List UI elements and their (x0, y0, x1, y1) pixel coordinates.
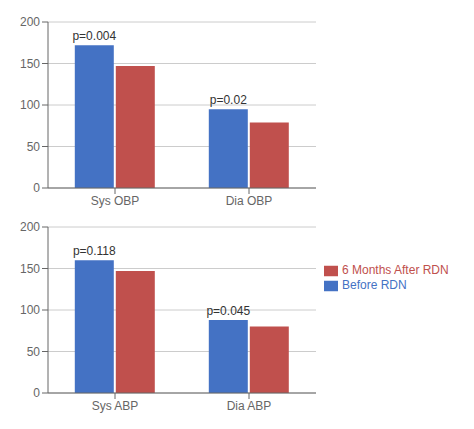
html-text:Before RDN: Before RDN (342, 277, 407, 292)
svg-text:0: 0 (33, 181, 40, 195)
svg-text:Dia ABP: Dia ABP (227, 399, 272, 413)
svg-text:0: 0 (33, 386, 40, 400)
svg-text:p=0.045: p=0.045 (206, 304, 250, 318)
svg-text:p=0.02: p=0.02 (210, 93, 247, 107)
svg-text:p=0.004: p=0.004 (72, 29, 116, 43)
svg-text:p=0.118: p=0.118 (73, 244, 116, 258)
svg-text:Sys OBP: Sys OBP (91, 194, 140, 208)
svg-text:100: 100 (20, 98, 40, 112)
svg-text:200: 200 (20, 15, 40, 29)
svg-text:50: 50 (27, 140, 41, 154)
svg-text:200: 200 (20, 220, 40, 234)
svg-text:Dia OBP: Dia OBP (226, 194, 273, 208)
svg-text:Sys ABP: Sys ABP (92, 399, 139, 413)
svg-text:150: 150 (20, 262, 40, 276)
html-text:6 Months After RDN: 6 Months After RDN (342, 263, 449, 277)
svg-text:150: 150 (20, 57, 40, 71)
svg-text:100: 100 (20, 303, 40, 317)
svg-text:50: 50 (27, 345, 41, 359)
